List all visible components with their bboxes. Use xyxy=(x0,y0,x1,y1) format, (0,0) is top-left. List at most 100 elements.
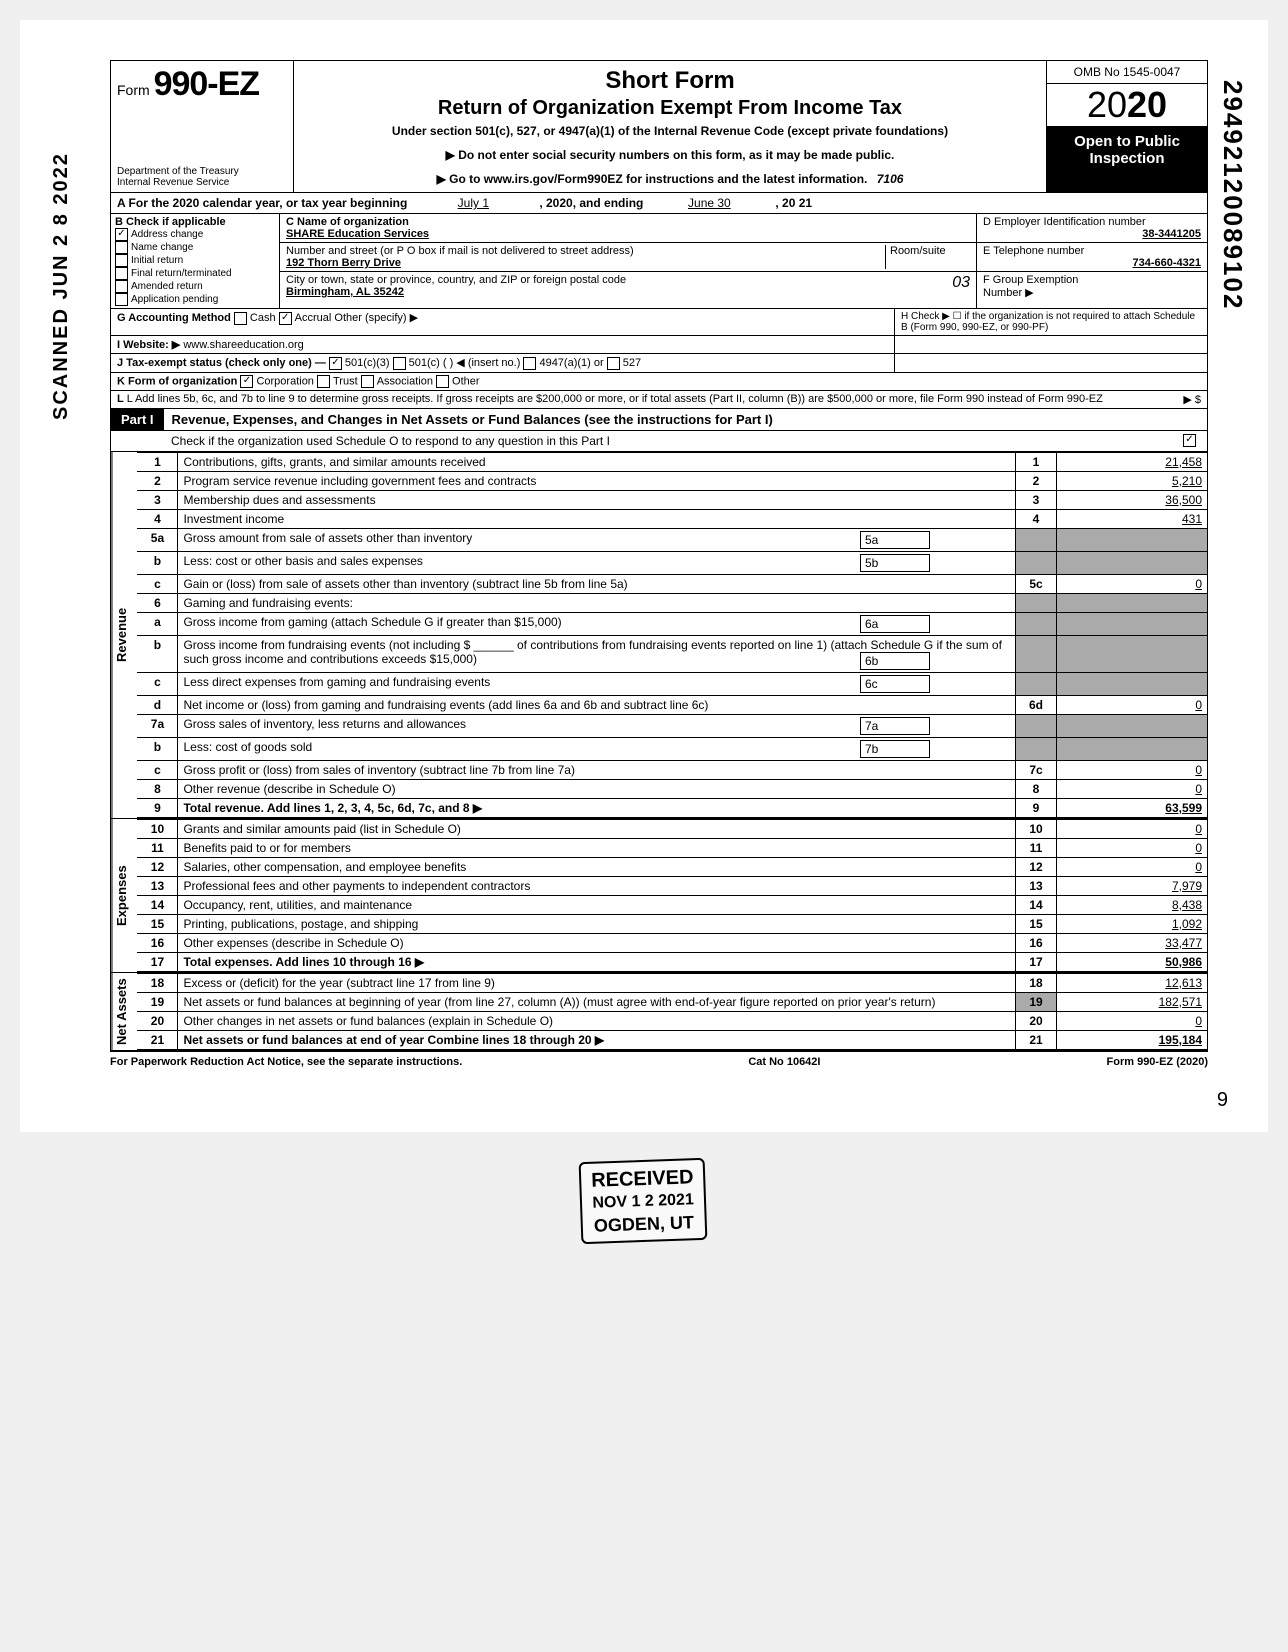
line-box xyxy=(1016,737,1057,760)
revenue-table: 1 Contributions, gifts, grants, and simi… xyxy=(137,452,1207,818)
part1-check: Check if the organization used Schedule … xyxy=(111,431,1207,452)
line-amt: 8,438 xyxy=(1057,895,1208,914)
chk-trust[interactable] xyxy=(317,375,330,388)
line-row: 15 Printing, publications, postage, and … xyxy=(137,914,1207,933)
chk-part1[interactable]: ✓ xyxy=(1183,434,1196,447)
line-num: b xyxy=(137,551,178,574)
form-number-big: 990-EZ xyxy=(154,65,260,103)
line-desc: Less direct expenses from gaming and fun… xyxy=(178,672,1016,695)
line-box: 20 xyxy=(1016,1011,1057,1030)
b-item-label: Final return/terminated xyxy=(131,268,232,279)
k-o4: Other xyxy=(452,375,480,387)
other-lbl: Other (specify) ▶ xyxy=(334,312,418,324)
line-num: 14 xyxy=(137,895,178,914)
b-item-label: Amended return xyxy=(131,281,203,292)
chk-cash[interactable] xyxy=(234,312,247,325)
c-street-val: 192 Thorn Berry Drive xyxy=(286,257,401,269)
line-row: 2 Program service revenue including gove… xyxy=(137,471,1207,490)
j-o2: 501(c) ( xyxy=(409,357,447,369)
line-amt xyxy=(1057,528,1208,551)
line-desc: Less: cost of goods sold 7b xyxy=(178,737,1016,760)
line-box: 15 xyxy=(1016,914,1057,933)
b-item: Initial return xyxy=(115,254,275,267)
chk-accrual[interactable]: ✓ xyxy=(279,312,292,325)
line-row: 1 Contributions, gifts, grants, and simi… xyxy=(137,452,1207,471)
side-expenses: Expenses xyxy=(111,819,137,972)
line-i: I Website: ▶ www.shareeducation.org xyxy=(111,336,1207,354)
col-b: B Check if applicable ✓Address changeNam… xyxy=(111,214,280,308)
chk-b[interactable] xyxy=(115,267,128,280)
b-item: Amended return xyxy=(115,280,275,293)
line-desc: Membership dues and assessments xyxy=(178,490,1016,509)
line-num: 7a xyxy=(137,714,178,737)
line-num: a xyxy=(137,612,178,635)
c-street: Number and street (or P O box if mail is… xyxy=(280,243,976,272)
inner-box-label: 5a xyxy=(860,531,930,549)
line-desc: Professional fees and other payments to … xyxy=(178,876,1016,895)
year-bold: 20 xyxy=(1127,84,1167,125)
stamp-l3: OGDEN, UT xyxy=(592,1211,695,1238)
line-desc: Other changes in net assets or fund bala… xyxy=(178,1011,1016,1030)
k-o2: Trust xyxy=(333,375,358,387)
line-row: 8 Other revenue (describe in Schedule O)… xyxy=(137,779,1207,798)
line-row: b Gross income from fundraising events (… xyxy=(137,635,1207,672)
line-amt xyxy=(1057,612,1208,635)
line-desc: Contributions, gifts, grants, and simila… xyxy=(178,452,1016,471)
chk-b[interactable] xyxy=(115,293,128,306)
line-amt: 0 xyxy=(1057,760,1208,779)
line-row: 4 Investment income 4 431 xyxy=(137,509,1207,528)
chk-other[interactable] xyxy=(436,375,449,388)
line-desc: Gain or (loss) from sale of assets other… xyxy=(178,574,1016,593)
line-box xyxy=(1016,551,1057,574)
line-desc: Investment income xyxy=(178,509,1016,528)
line-g-h: G Accounting Method Cash ✓Accrual Other … xyxy=(111,309,1207,336)
b-item: Application pending xyxy=(115,293,275,306)
footer: For Paperwork Reduction Act Notice, see … xyxy=(110,1052,1208,1072)
line-amt: 50,986 xyxy=(1057,952,1208,971)
chk-b[interactable] xyxy=(115,280,128,293)
c-name-lbl: C Name of organization xyxy=(286,216,409,228)
year-prefix: 20 xyxy=(1087,84,1127,125)
line-num: b xyxy=(137,737,178,760)
line-num: b xyxy=(137,635,178,672)
line-desc: Total revenue. Add lines 1, 2, 3, 4, 5c,… xyxy=(178,798,1016,817)
chk-assoc[interactable] xyxy=(361,375,374,388)
d-tel-lbl: E Telephone number xyxy=(983,245,1084,257)
note-goto-text: ▶ Go to www.irs.gov/Form990EZ for instru… xyxy=(437,172,868,186)
handwritten-init: 7106 xyxy=(877,172,904,186)
line-box xyxy=(1016,612,1057,635)
chk-527[interactable] xyxy=(607,357,620,370)
line-row: a Gross income from gaming (attach Sched… xyxy=(137,612,1207,635)
chk-4947[interactable] xyxy=(523,357,536,370)
netassets-table: 18 Excess or (deficit) for the year (sub… xyxy=(137,973,1207,1050)
line-desc: Net assets or fund balances at beginning… xyxy=(178,992,1016,1011)
line-box xyxy=(1016,672,1057,695)
footer-left: For Paperwork Reduction Act Notice, see … xyxy=(110,1056,462,1068)
line-amt: 0 xyxy=(1057,838,1208,857)
line-box: 14 xyxy=(1016,895,1057,914)
line-a-pre: A For the 2020 calendar year, or tax yea… xyxy=(117,196,407,210)
open-inspection: Open to Public Inspection xyxy=(1047,127,1207,192)
chk-501c3[interactable]: ✓ xyxy=(329,357,342,370)
line-desc: Other revenue (describe in Schedule O) xyxy=(178,779,1016,798)
c-street-lbl: Number and street (or P O box if mail is… xyxy=(286,245,634,257)
line-desc: Printing, publications, postage, and shi… xyxy=(178,914,1016,933)
line-box xyxy=(1016,528,1057,551)
line-k-lbl: K Form of organization xyxy=(117,375,237,387)
chk-b[interactable]: ✓ xyxy=(115,228,128,241)
line-a-end: June 30 xyxy=(649,196,769,210)
line-desc: Gross profit or (loss) from sales of inv… xyxy=(178,760,1016,779)
line-num: 9 xyxy=(137,798,178,817)
chk-b[interactable] xyxy=(115,254,128,267)
line-i-val: www.shareeducation.org xyxy=(183,339,303,351)
line-row: 17 Total expenses. Add lines 10 through … xyxy=(137,952,1207,971)
chk-501c[interactable] xyxy=(393,357,406,370)
title-short-form: Short Form xyxy=(302,67,1038,95)
line-box: 16 xyxy=(1016,933,1057,952)
line-num: 12 xyxy=(137,857,178,876)
line-a-begin: July 1 xyxy=(413,196,533,210)
revenue-block: Revenue 1 Contributions, gifts, grants, … xyxy=(111,452,1207,819)
chk-corp[interactable]: ✓ xyxy=(240,375,253,388)
chk-b[interactable] xyxy=(115,241,128,254)
line-a-mid: , 2020, and ending xyxy=(539,196,643,210)
